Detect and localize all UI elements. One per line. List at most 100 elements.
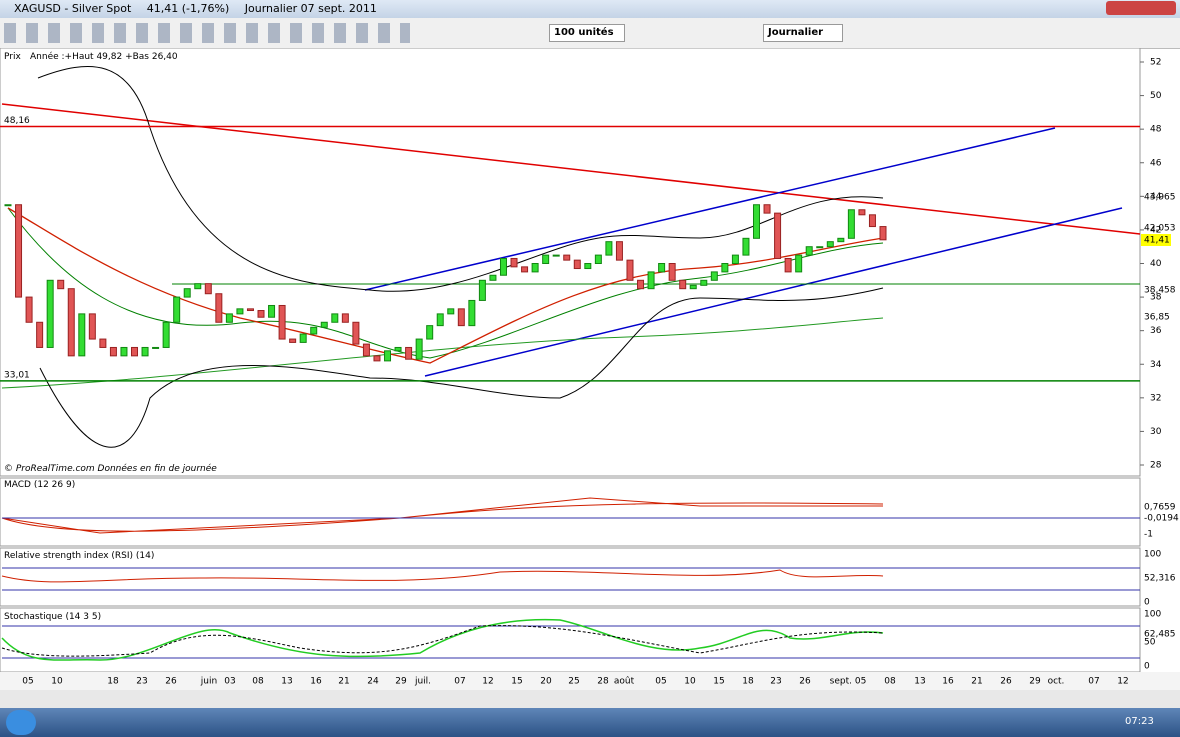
y-tick-label: 30 [1150,427,1162,437]
x-tick-label: 24 [367,677,379,687]
candle [225,313,233,323]
candle [310,326,318,335]
side-label: 0 [1144,598,1150,608]
candle [141,346,149,357]
candle [795,254,803,273]
side-label: 0 [1144,662,1150,672]
candle [436,313,444,327]
level-label: 48,16 [4,116,30,126]
y-tick-label: 38 [1150,293,1162,303]
x-tick-label: 07 [454,677,465,687]
candle [78,313,86,357]
candle [447,308,455,315]
stoch-d [1,625,884,657]
x-tick-label: 07 [1088,677,1099,687]
scrollbar[interactable] [0,690,1180,708]
x-tick-label: 03 [224,677,235,687]
x-tick-label: août [614,677,635,687]
candle [879,226,887,241]
candle [373,355,381,362]
candle [109,346,117,357]
tool-icons[interactable] [4,23,410,43]
y-tick-label: 32 [1150,393,1161,403]
candle [615,241,623,261]
candle [194,283,202,290]
timeframe-dropdown[interactable]: Journalier [763,24,843,42]
last-price: 41,41 (-1,76%) [146,2,230,15]
candle [826,241,834,248]
candle [299,333,307,343]
ma-green [7,207,884,359]
candle [784,257,792,273]
side-label: 42,053 [1144,224,1176,234]
x-tick-label: 05 [655,677,666,687]
candle [700,279,708,286]
x-tick-label: sept. 05 [830,677,867,687]
y-tick-label: 36 [1150,326,1162,336]
x-tick-label: 21 [338,677,349,687]
panel-label: Stochastique (14 3 5) [4,612,102,622]
x-tick-label: 16 [310,677,322,687]
candle [468,299,476,327]
candle [605,241,613,256]
x-tick-label: 28 [597,677,609,687]
candle [384,350,392,362]
side-label: 50 [1144,638,1156,648]
candle [774,212,782,259]
candle [457,308,465,327]
candle [721,263,729,273]
y-tick-label: 42 [1150,225,1161,235]
candle [236,308,244,315]
rsi-bands [2,567,1140,591]
footer: © ProRealTime.com Données en fin de jour… [4,464,217,474]
candle [46,279,54,348]
side-label: 38,458 [1144,286,1176,296]
candle [731,254,739,265]
x-tick-label: 23 [136,677,147,687]
candle [131,346,139,357]
stoch-frame [0,607,1141,673]
side-label: 36,85 [1144,313,1170,323]
candle [679,279,687,290]
candle [531,263,539,273]
x-tick-label: 12 [482,677,493,687]
y-tick-label: 50 [1150,91,1162,101]
panel-label: Relative strength index (RSI) (14) [4,551,155,561]
x-tick-label: 23 [770,677,781,687]
x-tick-label: 13 [281,677,292,687]
candle [626,259,634,281]
y-tick-label: 48 [1150,125,1162,135]
price-frame [0,48,1141,477]
start-button[interactable] [6,710,36,735]
range-info: Année :+Haut 49,82 +Bas 26,40 [30,52,178,62]
price-panel [1,66,1141,448]
title-bar: XAGUSD - Silver Spot 41,41 (-1,76%) Jour… [0,0,1180,18]
candle [489,274,497,281]
x-tick-label: 16 [942,677,954,687]
x-tick-label: 12 [1117,677,1128,687]
x-tick-label: 10 [684,677,696,687]
candle [15,204,23,298]
window-buttons[interactable] [1106,1,1176,15]
candle [499,257,507,276]
candle [816,246,824,249]
candle [405,346,413,360]
candle [868,214,876,228]
side-label: 100 [1144,610,1161,620]
candle [426,325,434,340]
x-tick-label: 08 [252,677,264,687]
panel-label: MACD (12 26 9) [4,480,76,490]
candle [173,296,181,323]
units-dropdown[interactable]: 100 unités [549,24,625,42]
macd-frame [0,477,1141,547]
side-label-bg [1141,234,1171,246]
x-tick-label: 10 [51,677,63,687]
candle [637,279,645,290]
x-tick-label: 29 [1029,677,1041,687]
x-tick-label: 25 [568,677,579,687]
bollinger-upper [37,66,884,292]
level-label: 33,01 [4,370,30,380]
x-tick-label: 26 [1000,677,1012,687]
candle [352,321,360,345]
